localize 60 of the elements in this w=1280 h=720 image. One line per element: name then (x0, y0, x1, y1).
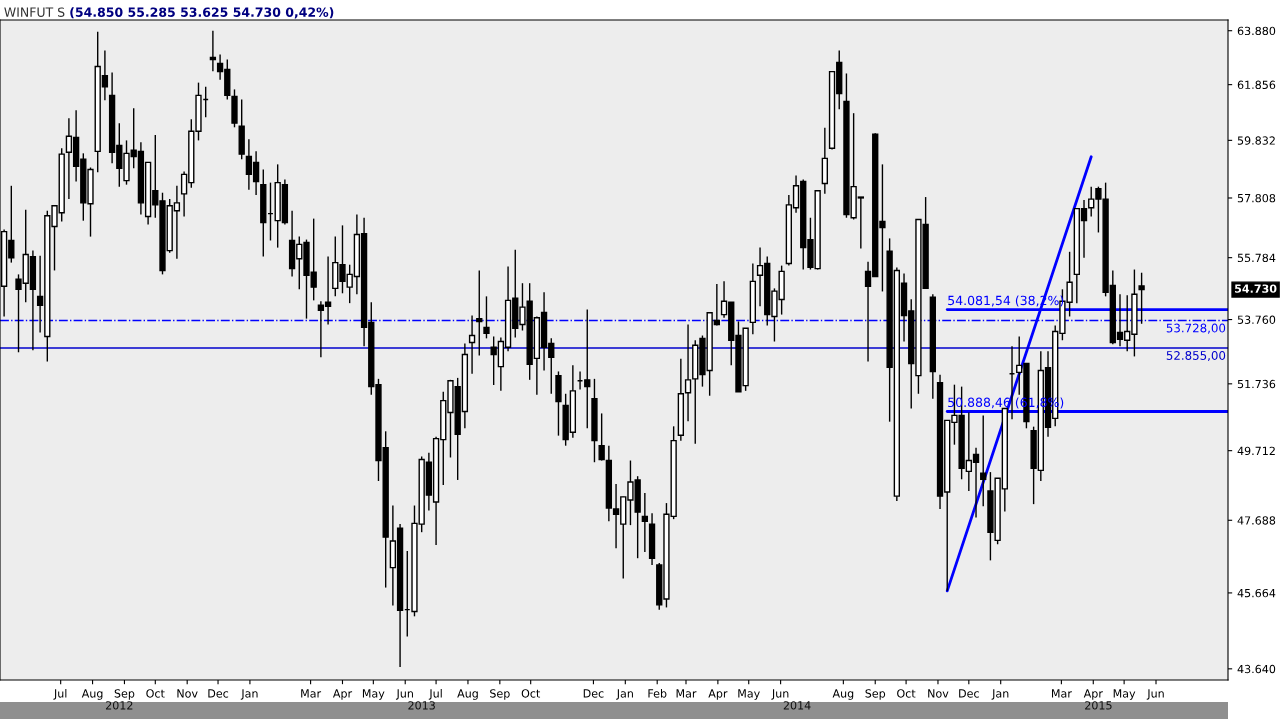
x-tick-label: Jan (991, 689, 1009, 700)
x-tick-label: Dec (583, 689, 604, 698)
y-tick-label: 43.640 (1237, 664, 1276, 674)
ref-line-label: 53.728,00 (1166, 323, 1226, 334)
x-tick-label: Dec (959, 689, 979, 698)
x-tick-label: Apr (332, 689, 353, 700)
x-tick-label: Oct (146, 689, 165, 698)
candlestick (641, 492, 649, 553)
x-tick-label: Jan (240, 689, 258, 700)
x-tick-label: Sep (490, 689, 510, 700)
x-tick-label: Nov (177, 689, 198, 698)
x-tick-label: Sep (114, 689, 135, 700)
x-tick-label: Dec (208, 689, 229, 698)
x-tick-label: Aug (832, 689, 854, 700)
x-tick-label: Feb (648, 689, 667, 698)
x2-tick-label: 2012 (105, 701, 133, 710)
chart-subtitle: (54.850 55.285 53.625 54.730 0,42%) (70, 7, 334, 19)
y-tick-label: 47.688 (1237, 516, 1276, 525)
y-tick-label: 53.760 (1237, 315, 1276, 324)
x-tick-label: May (738, 689, 760, 700)
x-tick-label: Jul (53, 689, 67, 700)
x2-tick-label: 2014 (783, 701, 811, 710)
y-tick-label: 61.856 (1237, 80, 1276, 90)
x-tick-label: Oct (897, 689, 916, 698)
y-tick-label: 49.712 (1237, 446, 1275, 456)
x-tick-label: Mar (676, 689, 697, 698)
x-tick-label: Aug (81, 689, 103, 700)
x2-tick-label: 2013 (408, 701, 435, 710)
y-tick-label: 51.736 (1237, 379, 1276, 389)
candlestick (1138, 272, 1145, 325)
candlestick (598, 412, 605, 462)
candlestick (209, 30, 217, 73)
x-tick-label: Oct (521, 689, 541, 698)
x-tick-label: May (1113, 689, 1136, 700)
x-tick-label: Sep (865, 689, 886, 700)
x2-tick-label: 2015 (1085, 701, 1112, 710)
x-tick-label: Jul (428, 689, 442, 700)
x-tick-label: Aug (457, 689, 478, 700)
x-tick-label: Apr (1083, 689, 1103, 700)
chart-title: WINFUT S (4, 7, 65, 17)
y-tick-label: 57.808 (1237, 193, 1276, 203)
x-tick-label: Nov (928, 689, 949, 698)
x-tick-label: Mar (301, 689, 322, 698)
y-tick-label: 45.664 (1237, 588, 1276, 598)
x-tick-label: Jun (771, 689, 789, 700)
y-tick-label: 59.832 (1237, 136, 1275, 145)
x-tick-label: May (362, 689, 385, 700)
candlestick (476, 269, 483, 357)
candlestick (483, 295, 490, 340)
y-tick-label: 63.880 (1237, 26, 1276, 36)
ref-line-label: 52.855,00 (1166, 350, 1226, 362)
candlestick (468, 314, 476, 375)
x-tick-label: Jan (616, 689, 633, 700)
y-tick-label: 55.784 (1237, 253, 1276, 263)
x-tick-label: Jun (1146, 689, 1164, 700)
x-tick-label: Jun (395, 689, 413, 700)
x-tick-label: Mar (1052, 689, 1072, 698)
candlestick (980, 414, 987, 507)
text: 54.730 (1235, 284, 1277, 293)
x-tick-label: Apr (708, 689, 728, 700)
